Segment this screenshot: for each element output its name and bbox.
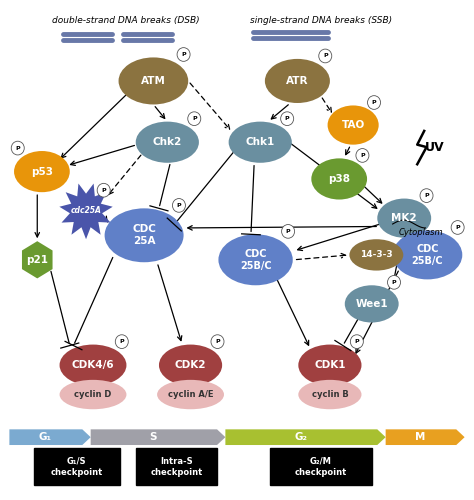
Text: P: P — [192, 116, 197, 121]
Text: P: P — [285, 116, 290, 121]
Text: G₁: G₁ — [39, 432, 52, 442]
Text: Chk2: Chk2 — [153, 137, 182, 147]
Ellipse shape — [157, 380, 224, 409]
Ellipse shape — [377, 198, 431, 238]
Text: P: P — [101, 188, 106, 192]
Ellipse shape — [14, 151, 70, 192]
FancyArrow shape — [9, 430, 91, 445]
Text: CDC
25B/C: CDC 25B/C — [411, 244, 443, 266]
Ellipse shape — [328, 106, 379, 144]
FancyArrow shape — [386, 430, 465, 445]
Text: p38: p38 — [328, 174, 350, 184]
Text: p21: p21 — [26, 255, 48, 265]
Ellipse shape — [118, 58, 188, 104]
Text: MK2: MK2 — [392, 213, 417, 223]
Ellipse shape — [60, 380, 127, 409]
Text: G₂: G₂ — [294, 432, 307, 442]
Text: CDC
25A: CDC 25A — [132, 224, 156, 246]
Circle shape — [350, 335, 364, 348]
FancyBboxPatch shape — [136, 448, 217, 485]
Text: Cytoplasm: Cytoplasm — [398, 228, 443, 237]
Text: cyclin A/E: cyclin A/E — [168, 390, 213, 399]
Text: 14-3-3: 14-3-3 — [360, 250, 392, 260]
Circle shape — [177, 48, 190, 62]
Text: single-strand DNA breaks (SSB): single-strand DNA breaks (SSB) — [249, 16, 392, 25]
Circle shape — [367, 96, 381, 110]
Text: G₂/M
checkpoint: G₂/M checkpoint — [294, 456, 347, 476]
Text: p53: p53 — [31, 166, 53, 176]
Circle shape — [281, 112, 294, 126]
Text: CDK2: CDK2 — [175, 360, 206, 370]
Ellipse shape — [228, 122, 292, 163]
Ellipse shape — [159, 344, 222, 386]
Circle shape — [188, 112, 201, 126]
Circle shape — [420, 188, 433, 202]
Circle shape — [356, 148, 369, 162]
Text: P: P — [392, 280, 396, 285]
Ellipse shape — [345, 286, 399, 323]
Ellipse shape — [298, 380, 362, 409]
Text: double-strand DNA breaks (DSB): double-strand DNA breaks (DSB) — [52, 16, 200, 25]
Text: P: P — [355, 339, 359, 344]
FancyBboxPatch shape — [270, 448, 372, 485]
Circle shape — [173, 198, 185, 212]
Text: CDC
25B/C: CDC 25B/C — [240, 249, 272, 270]
Text: cyclin D: cyclin D — [74, 390, 112, 399]
Text: P: P — [456, 225, 460, 230]
Circle shape — [388, 276, 401, 289]
Text: P: P — [181, 52, 186, 57]
Text: Chk1: Chk1 — [246, 137, 275, 147]
Circle shape — [97, 184, 110, 197]
Ellipse shape — [219, 234, 293, 286]
FancyArrow shape — [91, 430, 226, 445]
Ellipse shape — [265, 59, 330, 103]
Text: UV: UV — [425, 140, 444, 153]
FancyBboxPatch shape — [34, 448, 120, 485]
Circle shape — [319, 49, 332, 63]
Text: ATM: ATM — [141, 76, 166, 86]
Polygon shape — [59, 184, 113, 239]
Ellipse shape — [105, 208, 183, 262]
Text: P: P — [372, 100, 376, 105]
Ellipse shape — [349, 239, 403, 270]
Ellipse shape — [392, 230, 462, 280]
Text: P: P — [16, 146, 20, 150]
Ellipse shape — [60, 344, 127, 386]
Circle shape — [282, 224, 295, 238]
Circle shape — [115, 335, 128, 348]
Text: S: S — [150, 432, 157, 442]
Ellipse shape — [298, 344, 362, 386]
Text: cyclin B: cyclin B — [311, 390, 348, 399]
Text: M: M — [415, 432, 426, 442]
Circle shape — [211, 335, 224, 348]
Text: TAO: TAO — [341, 120, 365, 130]
Text: P: P — [424, 193, 429, 198]
Polygon shape — [22, 241, 53, 279]
Text: P: P — [360, 153, 365, 158]
Text: P: P — [119, 339, 124, 344]
Text: Intra-S
checkpoint: Intra-S checkpoint — [150, 456, 203, 476]
Ellipse shape — [136, 122, 199, 163]
Text: P: P — [215, 339, 220, 344]
Text: Wee1: Wee1 — [356, 299, 388, 309]
Ellipse shape — [311, 158, 367, 200]
FancyArrow shape — [226, 430, 386, 445]
Text: P: P — [177, 203, 181, 208]
Text: P: P — [323, 54, 328, 59]
Text: CDK4/6: CDK4/6 — [72, 360, 114, 370]
Text: P: P — [286, 229, 291, 234]
Text: cdc25A: cdc25A — [71, 206, 101, 216]
Text: ATR: ATR — [286, 76, 309, 86]
Text: G₁/S
checkpoint: G₁/S checkpoint — [51, 456, 103, 476]
Text: CDK1: CDK1 — [314, 360, 346, 370]
Circle shape — [451, 220, 464, 234]
Circle shape — [11, 141, 24, 155]
